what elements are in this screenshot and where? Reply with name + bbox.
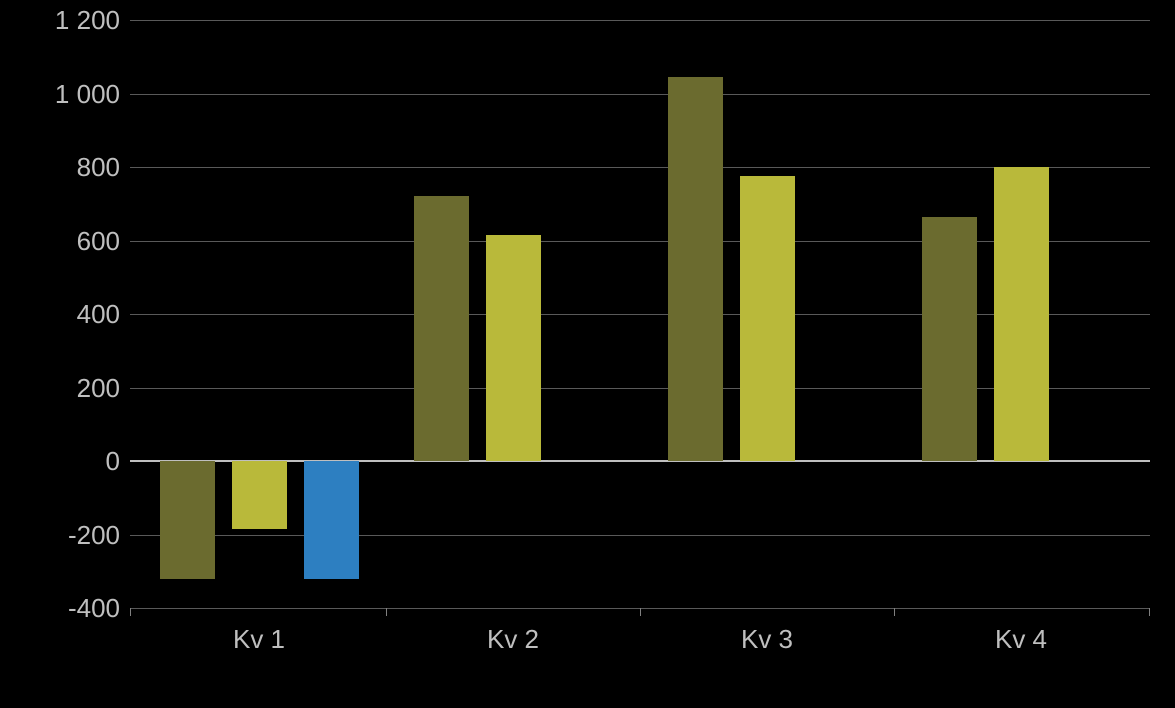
x-tick-mark — [130, 608, 131, 616]
y-tick-label: 800 — [10, 154, 120, 180]
gridline — [130, 535, 1150, 536]
plot-area — [130, 20, 1150, 608]
y-tick-label: 0 — [10, 448, 120, 474]
x-tick-mark — [1149, 608, 1150, 616]
x-tick-mark — [894, 608, 895, 616]
y-tick-label: 600 — [10, 228, 120, 254]
bar — [740, 176, 795, 461]
bar — [994, 167, 1049, 461]
bar — [486, 235, 541, 461]
x-tick-mark — [640, 608, 641, 616]
y-tick-label: 1 000 — [10, 81, 120, 107]
x-tick-label: Kv 2 — [487, 626, 539, 652]
bar — [304, 461, 359, 579]
gridline — [130, 20, 1150, 21]
y-tick-label: -200 — [10, 522, 120, 548]
y-tick-label: 200 — [10, 375, 120, 401]
x-tick-label: Kv 4 — [995, 626, 1047, 652]
y-tick-label: 1 200 — [10, 7, 120, 33]
bar-chart: -400 -200 0 200 400 600 800 1 000 1 200 Kv 1 Kv 2… — [0, 0, 1175, 708]
y-tick-label: 400 — [10, 301, 120, 327]
bar — [414, 196, 469, 461]
bar — [922, 217, 977, 461]
bar — [232, 461, 287, 529]
gridline — [130, 94, 1150, 95]
y-tick-label: -400 — [10, 595, 120, 621]
bar — [668, 77, 723, 461]
x-tick-mark — [386, 608, 387, 616]
bar — [160, 461, 215, 579]
x-tick-label: Kv 1 — [233, 626, 285, 652]
x-tick-label: Kv 3 — [741, 626, 793, 652]
